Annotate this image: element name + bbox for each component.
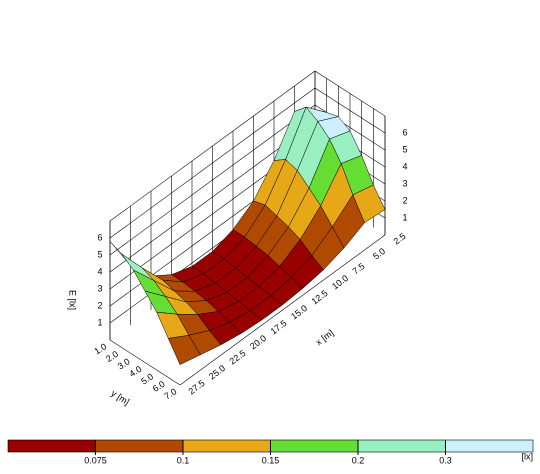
z-tick-label: 3 bbox=[402, 178, 407, 188]
x-tick-label: 25.0 bbox=[207, 363, 227, 382]
box-edge bbox=[314, 70, 386, 117]
legend-unit: [lx] bbox=[521, 451, 533, 461]
legend-swatch bbox=[7, 439, 96, 453]
legend-label: 0.075 bbox=[84, 455, 107, 465]
y-tick-label: 7.0 bbox=[162, 386, 178, 401]
z-tick-label: 3 bbox=[97, 283, 102, 293]
x-tick-label: 15.0 bbox=[289, 303, 309, 322]
legend-swatch bbox=[95, 439, 184, 453]
legend-swatch bbox=[357, 439, 446, 453]
x-tick-label: 12.5 bbox=[310, 288, 330, 307]
z-tick-label: 4 bbox=[97, 266, 102, 276]
legend-label: 0.2 bbox=[352, 455, 365, 465]
legend-swatch bbox=[182, 439, 271, 453]
x-tick-label: 22.5 bbox=[228, 348, 248, 367]
grid-line bbox=[109, 104, 316, 256]
z-tick-label: 6 bbox=[97, 232, 102, 242]
y-axis-label: y [m] bbox=[109, 388, 131, 407]
z-tick-label: 5 bbox=[402, 144, 407, 154]
z-tick-label: 5 bbox=[97, 249, 102, 259]
x-tick-label: 5.0 bbox=[371, 246, 387, 262]
legend-label: 0.3 bbox=[439, 455, 452, 465]
grid-line bbox=[109, 87, 316, 239]
surface-patch bbox=[109, 241, 143, 269]
box-edge bbox=[109, 70, 316, 222]
legend-swatch bbox=[270, 439, 359, 453]
z-tick-label: 1 bbox=[97, 317, 102, 327]
z-axis-label: E [lx] bbox=[68, 290, 78, 310]
z-tick-label: 4 bbox=[402, 161, 407, 171]
z-tick-label: 2 bbox=[402, 195, 407, 205]
box-edge bbox=[109, 339, 181, 386]
z-tick-label: 2 bbox=[97, 300, 102, 310]
grid-line bbox=[314, 87, 386, 134]
legend-label: 0.1 bbox=[177, 455, 190, 465]
surface-patch bbox=[167, 335, 201, 365]
legend-label: 0.15 bbox=[262, 455, 280, 465]
x-tick-label: 17.5 bbox=[269, 318, 289, 337]
x-tick-label: 10.0 bbox=[330, 273, 350, 292]
x-axis-label: x [m] bbox=[314, 328, 336, 348]
x-tick-label: 7.5 bbox=[351, 261, 367, 277]
x-tick-label: 27.5 bbox=[187, 378, 207, 397]
x-tick-label: 20.0 bbox=[248, 333, 268, 352]
box-edge bbox=[179, 234, 386, 386]
z-tick-label: 1 bbox=[402, 212, 407, 222]
x-tick-label: 2.5 bbox=[392, 231, 408, 247]
z-tick-label: 6 bbox=[402, 127, 407, 137]
legend-swatch bbox=[445, 439, 534, 453]
